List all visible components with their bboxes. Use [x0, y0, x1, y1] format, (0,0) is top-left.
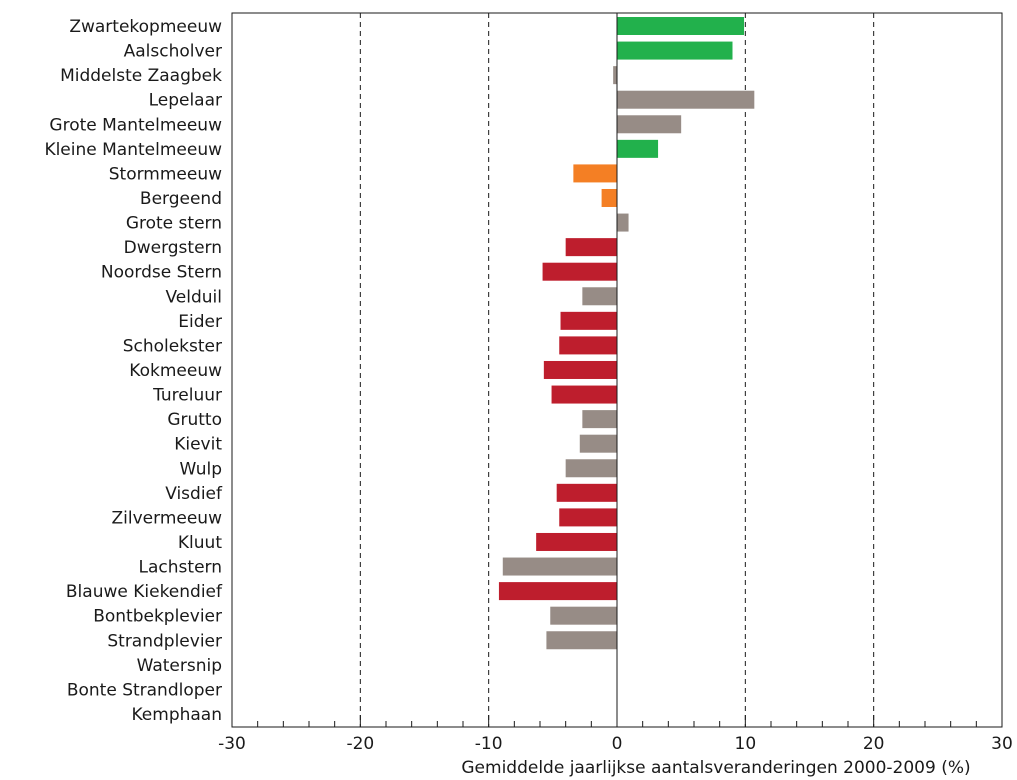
category-label: Bontbekplevier [93, 607, 222, 627]
category-label: Scholekster [123, 336, 222, 356]
bar [543, 360, 617, 379]
bar [556, 483, 617, 502]
category-label: Grote Mantelmeeuw [49, 115, 222, 135]
bar [582, 410, 617, 429]
category-label: Blauwe Kiekendief [66, 582, 223, 602]
category-label: Kemphaan [132, 705, 223, 725]
category-label: Velduil [165, 287, 222, 307]
category-label: Kokmeeuw [129, 361, 222, 381]
category-label: Stormmeeuw [109, 164, 222, 184]
bar [559, 336, 617, 355]
bar [559, 508, 617, 527]
bar [550, 606, 617, 625]
x-tick-label: -10 [475, 734, 503, 754]
bar [617, 139, 659, 158]
bar [579, 434, 617, 453]
bar [613, 66, 617, 85]
category-label: Noordse Stern [101, 263, 222, 283]
category-label: Aalscholver [124, 42, 222, 62]
bar [582, 287, 617, 306]
category-label: Wulp [180, 459, 223, 479]
category-label: Strandplevier [107, 631, 222, 651]
category-label: Zwartekopmeeuw [69, 17, 222, 37]
bar [565, 238, 617, 257]
x-tick-label: 30 [991, 734, 1013, 754]
x-tick-label: -30 [218, 734, 246, 754]
category-label: Bergeend [140, 189, 222, 209]
category-label: Zilvermeeuw [112, 508, 223, 528]
category-label: Lepelaar [149, 91, 222, 111]
category-label: Grutto [167, 410, 222, 430]
category-label: Kluut [178, 533, 222, 553]
category-label: Tureluur [152, 386, 222, 406]
category-labels: Zwartekopmeeuw Aalscholver Middelste Zaagb… [44, 17, 223, 725]
bar [617, 17, 745, 35]
x-tick-label: 10 [735, 734, 757, 754]
bar [565, 459, 617, 478]
bar [601, 188, 617, 207]
category-label: Lachstern [139, 558, 222, 578]
category-label: Eider [178, 312, 222, 332]
category-label: Kievit [174, 435, 222, 455]
bar [617, 115, 682, 134]
bar [542, 262, 617, 281]
x-axis-ticks [231, 715, 1003, 727]
category-label: Middelste Zaagbek [60, 66, 222, 86]
bar [617, 90, 755, 109]
category-label: Kleine Mantelmeeuw [44, 140, 222, 160]
bar [551, 385, 617, 404]
grid-lines [359, 13, 875, 727]
bar [573, 164, 617, 183]
bar [617, 213, 629, 232]
x-tick-label: -20 [346, 734, 374, 754]
x-tick-label: 20 [863, 734, 885, 754]
bar [502, 557, 617, 576]
category-label: Dwergstern [124, 238, 222, 258]
x-axis-title: Gemiddelde jaarlijkse aantalsverandering… [461, 758, 970, 778]
bar [546, 631, 617, 650]
x-axis-tick-labels: -30 -20 -10 0 10 20 30 [218, 734, 1013, 754]
bar [560, 311, 617, 330]
bars [498, 17, 755, 650]
bar [536, 532, 617, 551]
category-label: Grote stern [126, 214, 222, 234]
bar [498, 582, 617, 601]
bar [617, 41, 733, 60]
x-tick-label: 0 [612, 734, 623, 754]
category-label: Bonte Strandloper [67, 680, 222, 700]
category-label: Visdief [165, 484, 223, 504]
category-label: Watersnip [137, 656, 222, 676]
